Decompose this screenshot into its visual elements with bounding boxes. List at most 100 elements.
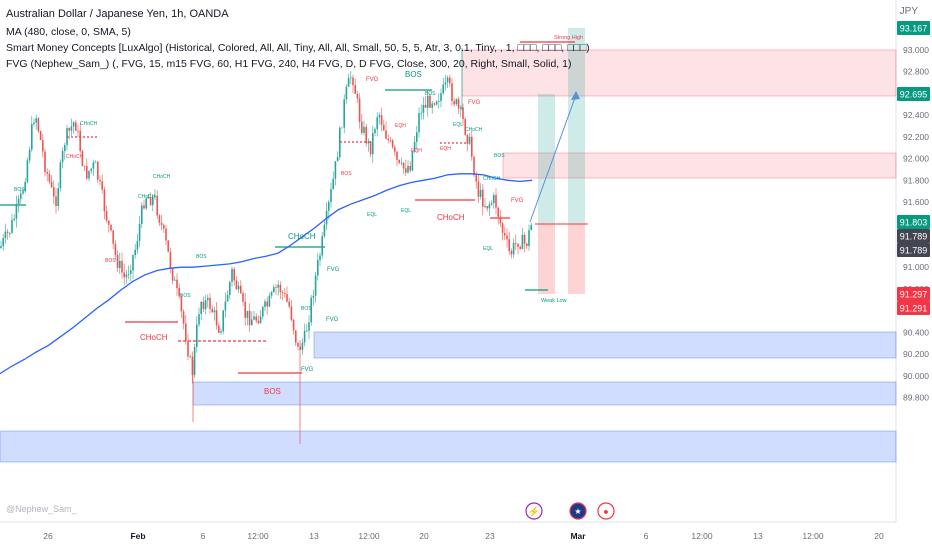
choch-label-green: CHoCH: [288, 232, 316, 241]
candle-body: [490, 203, 493, 205]
candle-body: [246, 310, 249, 318]
time-axis[interactable]: 26 Feb 6 12:00 13 12:00 20 23 Mar 6 12:00 13 12:00 20: [43, 531, 884, 541]
candle-body: [449, 77, 451, 84]
currency-label: JPY: [899, 6, 918, 17]
candle-body: [79, 130, 81, 152]
candle-body: [409, 166, 411, 171]
lightning-icon[interactable]: [525, 502, 543, 520]
price-tick: 91.000: [903, 262, 929, 272]
chart-title[interactable]: Australian Dollar / Japanese Yen, 1h, OA…: [6, 8, 229, 20]
time-tick: 12:00: [358, 531, 380, 541]
candle-body: [134, 249, 136, 256]
candle-body: [48, 173, 51, 182]
plot-area[interactable]: [0, 0, 896, 522]
candle-body: [479, 189, 482, 197]
projection-arrow[interactable]: [529, 94, 577, 223]
position-target-box-1[interactable]: [538, 94, 555, 224]
tiny-structure-label: EQL: [483, 246, 493, 252]
candle-body: [174, 279, 176, 281]
ma-line: [0, 173, 533, 375]
price-label-value: 91.789: [900, 232, 928, 242]
fvg-label-green-2: FVG: [326, 317, 339, 323]
candle-body: [143, 205, 145, 209]
candle-body: [457, 99, 460, 109]
price-tick: 89.800: [903, 393, 929, 403]
candle-body: [398, 159, 400, 163]
fvg-label-red-3: FVG: [511, 198, 524, 204]
candle-body: [68, 128, 70, 131]
tiny-structure-label: EQH: [395, 123, 406, 129]
candle-body: [396, 151, 398, 160]
indicator-fvg[interactable]: FVG (Nephew_Sam_) (, FVG, 15, m15 FVG, 6…: [6, 58, 572, 70]
position-target-box-2[interactable]: [568, 28, 585, 224]
candle-body: [211, 308, 213, 313]
candle-body: [356, 93, 359, 99]
position-stop-box-2[interactable]: [568, 224, 585, 294]
price-tick: 92.800: [903, 67, 929, 77]
candle-body: [218, 325, 220, 333]
tiny-structure-labels: CHoCH CHoCH CHoCH BOS BOS BOS EQL EQL EQL EQH EQH B…: [14, 91, 505, 312]
events-row[interactable]: ⚡ ★ ●: [525, 502, 615, 520]
price-label-bg: [897, 21, 930, 35]
candle-body: [268, 295, 271, 307]
candle-body: [422, 104, 425, 113]
australia-flag-icon[interactable]: [569, 502, 587, 520]
candle-body: [119, 260, 121, 268]
candle-body: [405, 168, 407, 173]
candle-body: [363, 126, 365, 133]
candle-body: [90, 168, 92, 171]
indicator-ma[interactable]: MA (480, close, 0, SMA, 5): [6, 26, 131, 38]
candle-body: [433, 103, 436, 105]
candle-body: [367, 141, 370, 144]
candle-body: [427, 95, 429, 108]
candle-body: [123, 272, 125, 278]
candle-body: [35, 118, 37, 123]
candle-body: [420, 112, 422, 114]
candle-body: [266, 301, 268, 307]
candle-body: [116, 255, 119, 268]
candle-body: [471, 136, 473, 157]
candle-body: [215, 310, 218, 326]
price-label-bg: [897, 87, 930, 101]
time-tick: 26: [43, 531, 53, 541]
candle-body: [350, 77, 352, 79]
candle-body: [365, 126, 367, 144]
candle-body: [248, 310, 251, 326]
candle-body: [495, 194, 497, 208]
candle-body: [275, 287, 277, 289]
candle-body: [506, 235, 508, 240]
candle-body: [336, 157, 339, 162]
supply-zone-red-1: [461, 49, 897, 97]
candle-body: [446, 77, 449, 83]
candle-body: [15, 204, 18, 219]
candle-body: [132, 255, 134, 271]
candle-body: [521, 234, 524, 249]
candle-body: [9, 232, 11, 234]
candle-body: [391, 140, 394, 148]
candles[interactable]: [0, 48, 532, 444]
red-dot-icon[interactable]: [597, 502, 615, 520]
tiny-structure-label: CHoCH: [80, 121, 98, 127]
candle-body: [429, 95, 431, 108]
candle-body: [167, 240, 169, 252]
candle-body: [237, 285, 240, 290]
candle-body: [460, 107, 462, 109]
price-label-value: 92.695: [900, 90, 928, 100]
indicator-smc[interactable]: Smart Money Concepts [LuxAlgo] (Historic…: [6, 42, 590, 54]
candle-body: [13, 218, 15, 220]
price-tick: 90.200: [903, 349, 929, 359]
candle-body: [369, 141, 372, 155]
candle-body: [402, 162, 405, 169]
fvg-zone-blue-2: [192, 381, 897, 406]
candle-body: [424, 104, 427, 108]
weak-low-label: Weak Low: [541, 298, 567, 304]
fvg-label-green-3: FVG: [301, 367, 314, 373]
candle-body: [466, 134, 469, 144]
candle-body: [127, 273, 130, 275]
candle-body: [196, 324, 198, 348]
candle-body: [213, 310, 216, 313]
position-stop-box-1[interactable]: [538, 224, 555, 294]
time-tick: 23: [485, 531, 495, 541]
candle-body: [94, 161, 97, 163]
